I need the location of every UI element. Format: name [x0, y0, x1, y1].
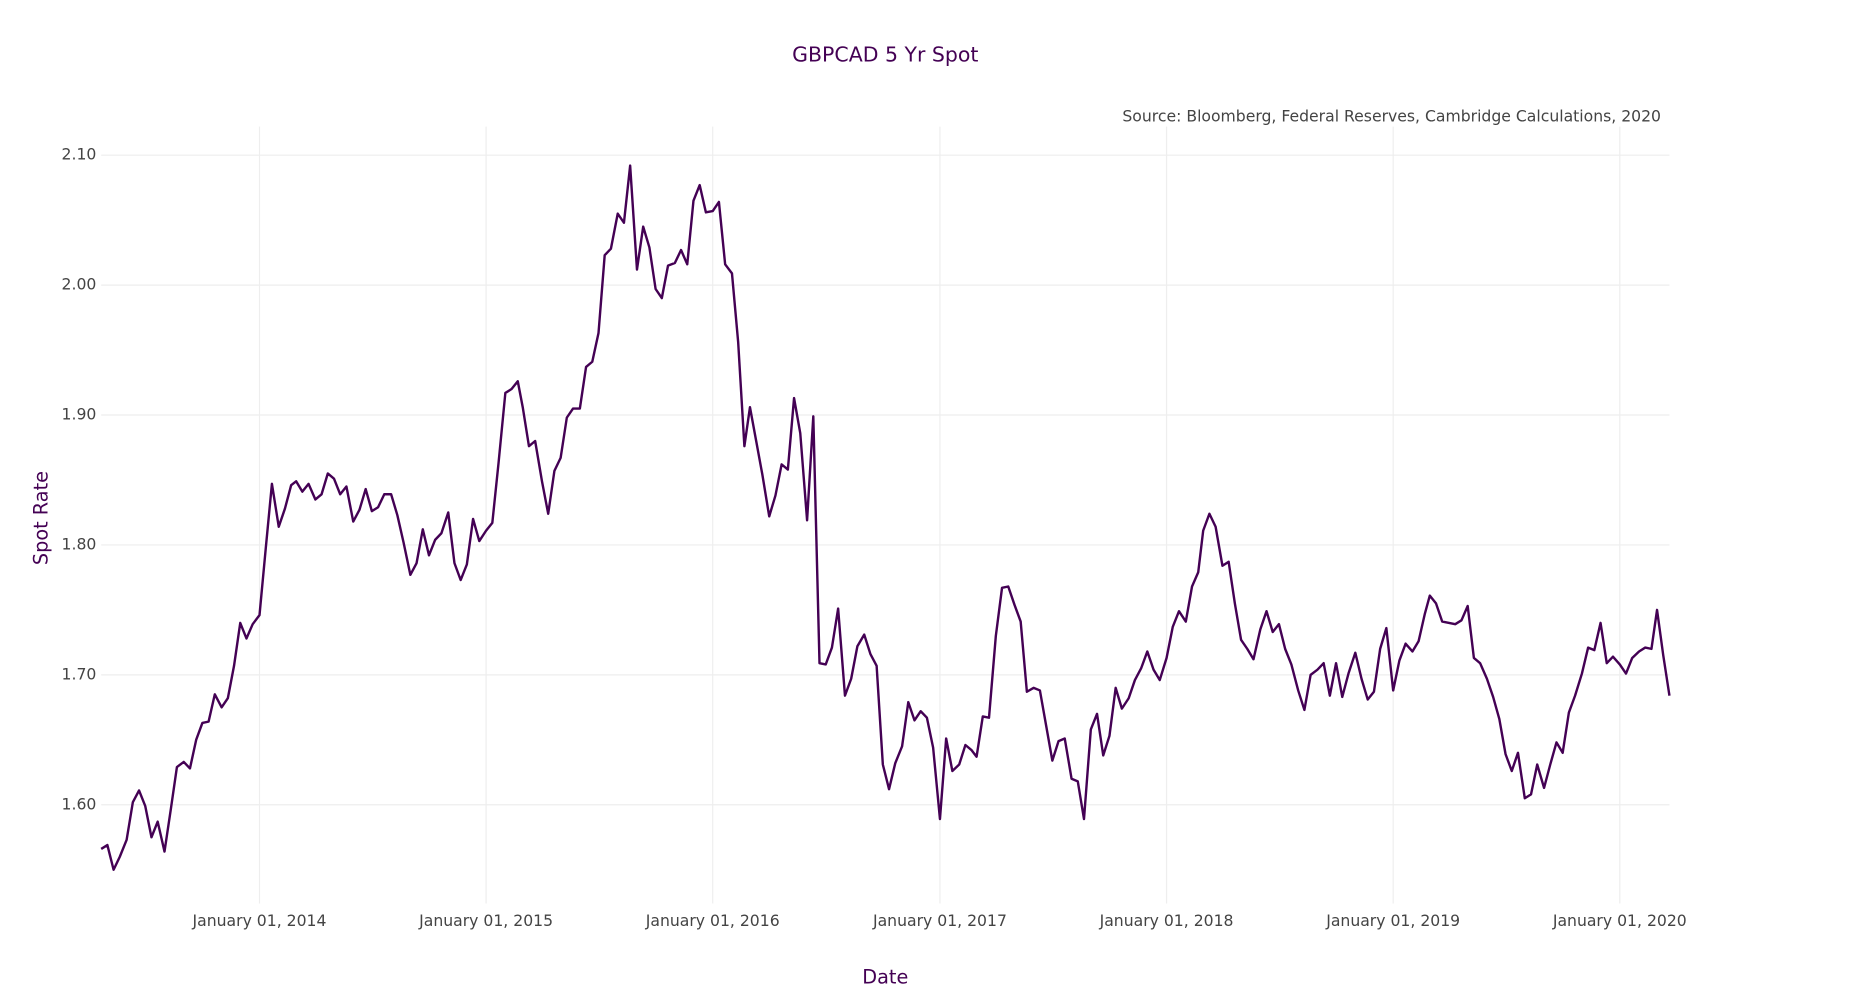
- x-axis-title: Date: [862, 966, 908, 989]
- source-note: Source: Bloomberg, Federal Reserves, Cam…: [1122, 106, 1661, 125]
- y-tick-label: 1.90: [62, 405, 97, 424]
- x-tick-label: January 01, 2019: [1325, 911, 1460, 930]
- data-line: [100, 164, 1671, 871]
- x-tick-label: January 01, 2020: [1552, 911, 1687, 930]
- y-tick-label: 2.10: [62, 145, 97, 164]
- y-tick-label: 1.70: [62, 664, 97, 683]
- x-tick-label: January 01, 2018: [1099, 911, 1234, 930]
- x-tick-label: January 01, 2015: [418, 911, 553, 930]
- y-tick-label: 1.80: [62, 534, 97, 553]
- chart-title: GBPCAD 5 Yr Spot: [792, 43, 978, 67]
- y-axis-title: Spot Rate: [30, 471, 53, 565]
- y-tick-label: 1.60: [62, 794, 97, 813]
- x-tick-label: January 01, 2016: [645, 911, 780, 930]
- x-tick-label: January 01, 2017: [872, 911, 1007, 930]
- x-tick-label: January 01, 2014: [192, 911, 327, 930]
- y-tick-label: 2.00: [62, 275, 97, 294]
